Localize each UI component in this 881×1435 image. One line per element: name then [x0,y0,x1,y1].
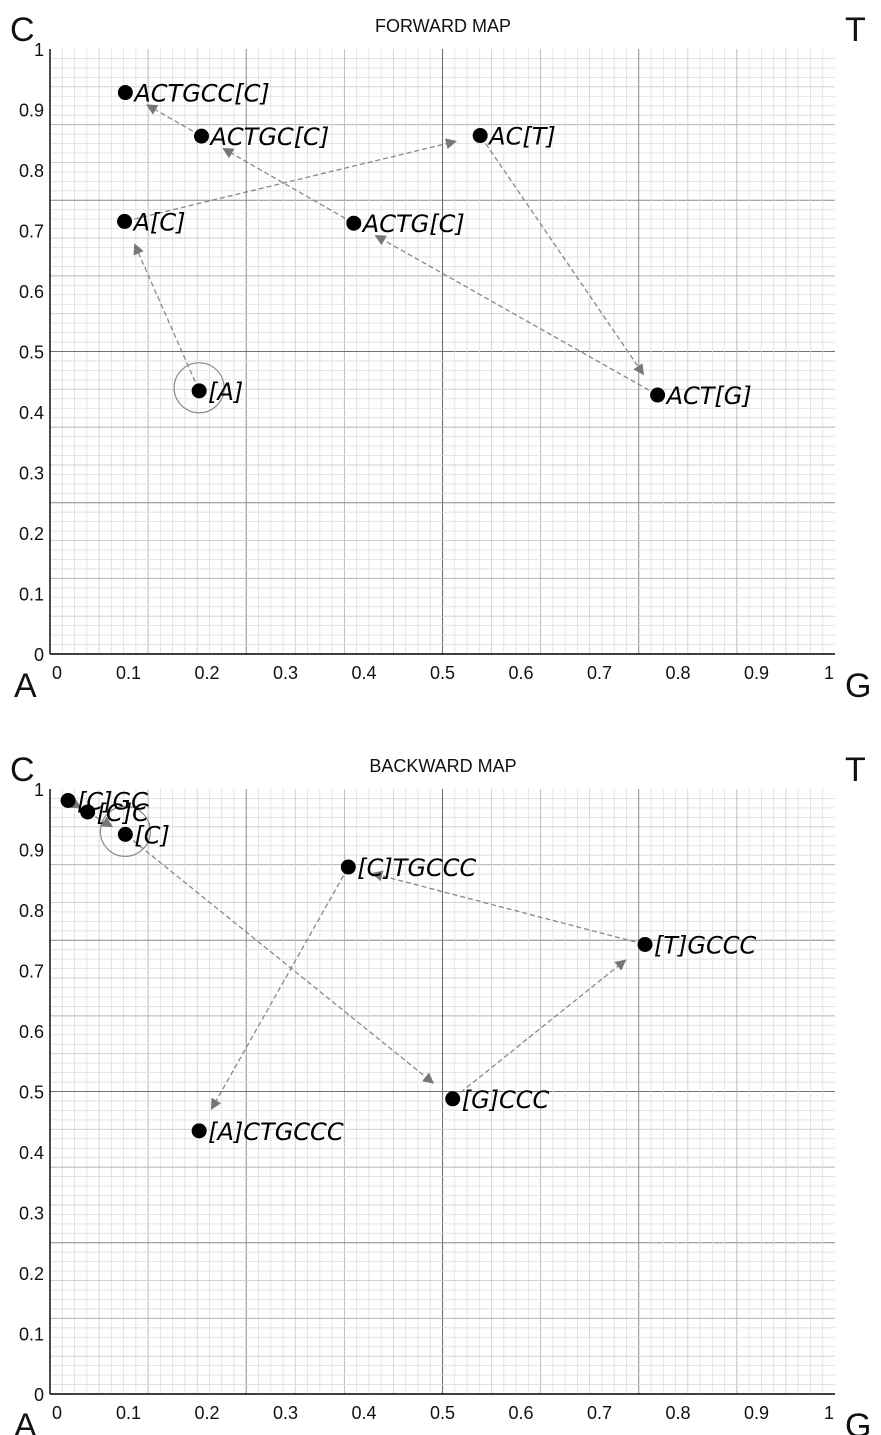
x-tick-label: 1 [824,1403,834,1423]
path-arrow [132,840,435,1084]
data-point [340,859,356,875]
y-tick-label: 0.2 [19,524,44,544]
data-point [637,936,653,952]
y-tick-label: 0.3 [19,464,44,484]
path-arrow [134,138,457,220]
corner-label-top-left: C [10,751,35,789]
data-point-label: [C] [134,821,169,849]
corner-label-bottom-left: A [14,1407,37,1435]
data-point-label: [C]C [97,799,149,827]
x-tick-label: 0.4 [351,663,376,683]
x-tick-label: 0 [52,1403,62,1423]
start-marker-circle [99,805,151,857]
forward-map-chart: 0 0.1 0.2 0.3 0.4 0.5 0.6 0.7 0.8 0.9 1 0 0.1 0.2 0.3 0… [10,11,871,705]
y-tick-label: 0.4 [19,403,44,423]
x-tick-label: 0.4 [351,1403,376,1423]
chart-title: BACKWARD MAP [369,756,516,776]
x-tick-label: 0.8 [665,663,690,683]
y-tick-label: 0.7 [19,222,44,242]
y-tick-label: 0.8 [19,161,44,181]
x-tick-label: 0.2 [194,663,219,683]
x-tick-label: 0.8 [665,1403,690,1423]
y-tick-label: 0.6 [19,282,44,302]
start-marker-circle [173,362,225,414]
data-point-label: [C]TGCCC [357,854,476,882]
data-point [194,128,210,144]
y-tick-label: 0.1 [19,1325,44,1345]
path-arrow [146,104,194,132]
y-tick-label: 0 [34,645,44,665]
data-point [650,387,666,403]
path-arrow [94,815,114,828]
y-tick-label: 0.1 [19,585,44,605]
corner-label-bottom-right: G [845,1407,871,1435]
x-tick-label: 0.6 [508,663,533,683]
y-tick-label: 0.3 [19,1204,44,1224]
x-tick-label: 0.1 [116,663,141,683]
data-point-label: ACTGCC[C] [132,80,269,108]
y-tick-label: 0.9 [19,841,44,861]
y-tick-label: 0.2 [19,1264,44,1284]
x-tick-label: 0.3 [273,1403,298,1423]
path-arrow [460,959,627,1094]
data-point-label: [A]CTGCCC [208,1118,344,1146]
data-point-label: [T]GCCC [654,931,757,959]
path-arrow [371,870,636,943]
corner-label-top-right: T [845,11,866,49]
data-point [472,128,488,144]
data-point [191,1123,207,1139]
data-point [60,792,76,808]
data-point [117,826,133,842]
path-arrow [210,875,344,1111]
x-tick-label: 0.7 [587,1403,612,1423]
y-tick-label: 0.5 [19,1083,44,1103]
y-tick-label: 1 [34,780,44,800]
x-tick-label: 0.3 [273,663,298,683]
y-tick-label: 0 [34,1385,44,1405]
data-point-label: [A] [208,378,243,406]
y-tick-label: 0.5 [19,343,44,363]
x-tick-label: 0.5 [430,663,455,683]
x-tick-label: 0.7 [587,663,612,683]
data-point [346,215,362,231]
data-point [191,383,207,399]
x-tick-label: 0.9 [744,1403,769,1423]
path-arrow [374,234,650,391]
path-arrow [485,143,645,376]
data-point [117,213,133,229]
x-tick-label: 0.1 [116,1403,141,1423]
x-tick-label: 0.2 [194,1403,219,1423]
y-tick-label: 0.7 [19,962,44,982]
x-tick-label: 0.5 [430,1403,455,1423]
data-point-label: ACT[G] [665,382,752,410]
data-point-label: ACTG[C] [361,210,465,238]
corner-label-bottom-right: G [845,667,871,705]
data-point-label: ACTGC[C] [209,123,330,151]
data-point-label: AC[T] [487,123,556,151]
data-point [80,804,96,820]
y-tick-label: 0.8 [19,901,44,921]
backward-map-chart: 0 0.1 0.2 0.3 0.4 0.5 0.6 0.7 0.8 0.9 1 0 0.1 0.2 0.3 0… [10,751,871,1435]
data-point [117,85,133,101]
x-tick-label: 0 [52,663,62,683]
chart-title: FORWARD MAP [375,16,511,36]
corner-label-top-right: T [845,751,866,789]
x-tick-label: 0.6 [508,1403,533,1423]
y-tick-label: 0.9 [19,101,44,121]
corner-label-bottom-left: A [14,667,37,705]
data-point-label: [G]CCC [462,1086,550,1114]
x-tick-label: 0.9 [744,663,769,683]
path-arrow [133,243,196,382]
x-tick-label: 1 [824,663,834,683]
corner-label-top-left: C [10,11,35,49]
data-point [445,1091,461,1107]
y-tick-label: 1 [34,40,44,60]
y-tick-label: 0.4 [19,1143,44,1163]
y-tick-label: 0.6 [19,1022,44,1042]
data-point-label: A[C] [132,208,186,236]
